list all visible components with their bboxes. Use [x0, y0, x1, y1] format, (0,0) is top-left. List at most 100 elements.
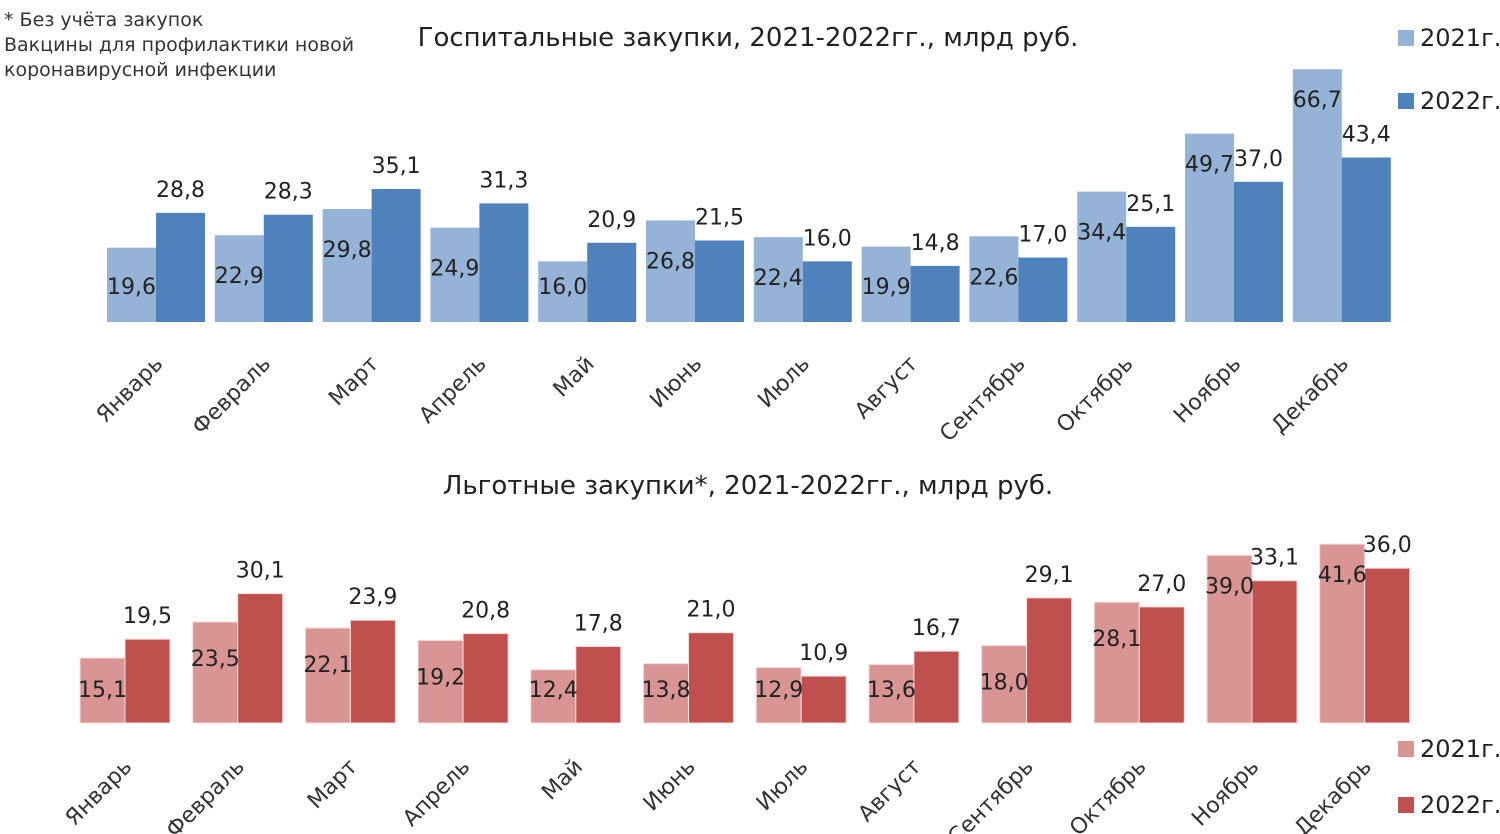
preferential-value-label-2021: 19,2 — [416, 665, 465, 690]
footnote-line: коронавирусной инфекции — [4, 59, 277, 81]
hospital-bar-2021 — [861, 246, 911, 322]
preferential-bar-2021 — [192, 621, 239, 724]
preferential-month-label: Октябрь — [1065, 755, 1151, 834]
hospital-chart-title: Госпитальные закупки, 2021-2022гг., млрд… — [418, 23, 1079, 53]
preferential-month-label: Сентябрь — [944, 755, 1039, 834]
hospital-month-label: Сентябрь — [935, 352, 1030, 447]
preferential-month-label: Июнь — [639, 755, 701, 817]
hospital-value-label-2021: 49,7 — [1185, 153, 1234, 178]
preferential-bar-2021 — [643, 663, 689, 724]
hospital-month-label: Ноябрь — [1169, 352, 1246, 429]
preferential-bar-2022 — [688, 632, 734, 724]
footnote-line: * Без учёта закупок — [4, 9, 204, 31]
hospital-value-label-2021: 16,0 — [538, 275, 587, 300]
hospital-value-label-2021: 22,4 — [754, 266, 803, 291]
preferential-month-label: Май — [537, 755, 588, 806]
preferential-bar-2022 — [237, 593, 284, 724]
preferential-bar-2021 — [530, 669, 577, 724]
hospital-month-label: Июнь — [645, 352, 707, 414]
preferential-value-label-2021: 39,0 — [1205, 574, 1254, 599]
hospital-month-label: Июль — [754, 352, 816, 414]
hospital-bar-2022 — [587, 242, 637, 322]
preferential-month-label: Март — [303, 754, 363, 814]
preferential-month-label: Август — [854, 754, 927, 827]
hospital-value-label-2022: 25,1 — [1126, 192, 1175, 217]
preferential-value-label-2022: 30,1 — [236, 559, 285, 584]
hospital-legend-swatch-2022 — [1398, 93, 1414, 109]
hospital-value-label-2022: 37,0 — [1234, 147, 1283, 172]
preferential-bar-2022 — [1251, 580, 1298, 724]
hospital-value-label-2021: 34,4 — [1077, 221, 1126, 246]
preferential-bar-2021 — [79, 657, 126, 724]
preferential-bar-2022 — [1138, 606, 1185, 724]
preferential-value-label-2021: 13,6 — [867, 678, 916, 703]
preferential-value-label-2021: 13,8 — [642, 678, 691, 703]
hospital-bar-2021 — [538, 261, 588, 322]
preferential-bar-2021 — [304, 627, 351, 724]
preferential-value-label-2022: 17,8 — [574, 611, 623, 636]
hospital-bar-2021 — [1185, 133, 1234, 322]
preferential-bar-2022 — [575, 645, 622, 724]
hospital-value-label-2021: 19,6 — [107, 275, 156, 300]
hospital-bar-2022 — [479, 203, 529, 322]
hospital-value-label-2021: 29,8 — [323, 238, 372, 263]
hospital-bar-2022 — [910, 265, 960, 322]
preferential-bar-2022 — [1364, 567, 1411, 724]
preferential-month-label: Декабрь — [1290, 755, 1377, 834]
preferential-value-label-2022: 36,0 — [1363, 533, 1412, 558]
hospital-value-label-2021: 24,9 — [430, 257, 479, 282]
hospital-value-label-2022: 16,0 — [803, 226, 852, 251]
hospital-bar-2022 — [1234, 181, 1283, 322]
hospital-month-label: Апрель — [415, 352, 492, 429]
preferential-value-label-2021: 12,9 — [754, 678, 803, 703]
footnote: * Без учёта закупок Вакцины для профилак… — [4, 8, 354, 83]
preferential-value-label-2021: 28,1 — [1092, 627, 1141, 652]
hospital-legend-label-2022: 2022г. — [1420, 87, 1500, 115]
hospital-month-label: Октябрь — [1052, 352, 1138, 438]
hospital-value-label-2022: 28,3 — [264, 180, 313, 205]
hospital-bar-2021 — [969, 236, 1019, 322]
preferential-value-label-2022: 10,9 — [799, 641, 848, 666]
preferential-value-label-2022: 20,8 — [461, 599, 510, 624]
hospital-bar-2022 — [1126, 226, 1176, 322]
preferential-chart-title: Льготные закупки*, 2021-2022гг., млрд ру… — [443, 471, 1053, 501]
preferential-value-label-2021: 23,5 — [191, 647, 240, 672]
hospital-value-label-2021: 19,9 — [862, 275, 911, 300]
hospital-bar-2021 — [322, 209, 372, 322]
hospital-bar-2022 — [263, 214, 313, 322]
preferential-bar-2022 — [462, 633, 509, 724]
preferential-value-label-2022: 19,5 — [123, 604, 172, 629]
preferential-value-label-2022: 33,1 — [1250, 546, 1299, 571]
hospital-value-label-2022: 35,1 — [372, 154, 421, 179]
preferential-bar-2022 — [1026, 597, 1073, 724]
hospital-value-label-2021: 22,9 — [215, 264, 264, 289]
hospital-bar-2021 — [1292, 69, 1342, 322]
hospital-bar-2022 — [156, 212, 205, 322]
preferential-month-label: Июль — [752, 755, 814, 817]
preferential-value-label-2021: 15,1 — [78, 678, 127, 703]
hospital-value-label-2021: 26,8 — [646, 249, 695, 274]
preferential-value-label-2022: 29,1 — [1025, 563, 1074, 588]
hospital-bar-2022 — [1018, 257, 1068, 322]
hospital-bar-2022 — [802, 261, 852, 322]
preferential-value-label-2021: 41,6 — [1318, 563, 1367, 588]
preferential-bar-2021 — [417, 639, 464, 724]
hospital-legend-swatch-2021 — [1398, 30, 1414, 46]
preferential-legend-label-2021: 2021г. — [1420, 735, 1500, 763]
hospital-bar-2021 — [1077, 191, 1127, 322]
hospital-month-label: Февраль — [188, 352, 276, 440]
hospital-month-label: Январь — [92, 352, 168, 428]
hospital-value-label-2022: 20,9 — [587, 208, 636, 233]
hospital-value-label-2021: 66,7 — [1293, 88, 1342, 113]
hospital-value-label-2022: 28,8 — [156, 178, 205, 203]
preferential-legend-swatch-2022 — [1398, 797, 1414, 813]
preferential-bar-2022 — [800, 675, 847, 724]
preferential-bar-2022 — [913, 650, 960, 724]
hospital-value-label-2022: 31,3 — [479, 168, 528, 193]
hospital-month-label: Май — [549, 352, 600, 403]
hospital-value-label-2022: 43,4 — [1342, 123, 1391, 148]
preferential-bar-2021 — [1206, 554, 1253, 724]
preferential-value-label-2021: 22,1 — [303, 653, 352, 678]
preferential-value-label-2021: 18,0 — [980, 671, 1029, 696]
